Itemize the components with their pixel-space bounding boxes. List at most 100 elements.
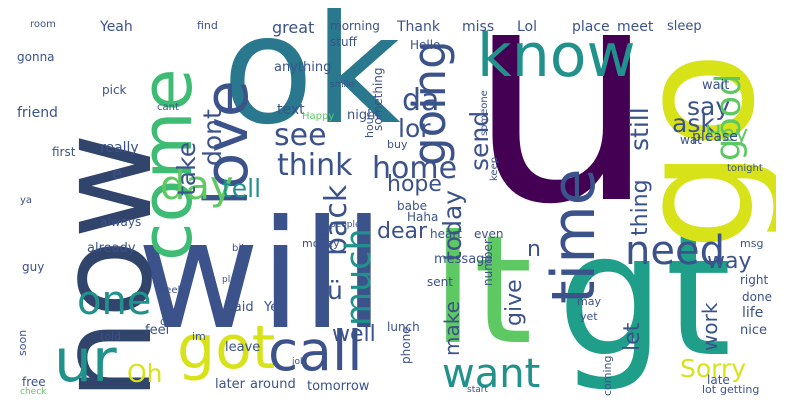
word: stuff bbox=[330, 35, 357, 49]
word: money bbox=[302, 237, 340, 250]
word: miss bbox=[462, 19, 495, 35]
word: bit bbox=[232, 243, 246, 254]
word: start bbox=[467, 385, 488, 395]
word: cant bbox=[157, 102, 179, 113]
word: nice bbox=[740, 323, 767, 338]
word: done bbox=[742, 290, 772, 304]
word: sent bbox=[427, 275, 453, 289]
word: will bbox=[137, 189, 385, 363]
word: lor bbox=[398, 114, 431, 143]
word: already bbox=[87, 241, 136, 256]
word: wat bbox=[680, 133, 702, 147]
word: gt bbox=[557, 197, 732, 395]
word: Hey bbox=[705, 122, 749, 147]
word: leave bbox=[225, 340, 261, 355]
word: ya bbox=[20, 195, 33, 206]
word: message bbox=[434, 252, 493, 267]
word: one bbox=[77, 278, 152, 324]
word-cloud: u ok will now lt gt go come know time lo… bbox=[12, 6, 776, 398]
word: hope bbox=[387, 172, 442, 197]
word: lt bbox=[432, 204, 533, 378]
word: ok bbox=[222, 6, 401, 158]
word: dont bbox=[198, 109, 227, 166]
word: place bbox=[572, 19, 610, 35]
word: Hello bbox=[410, 38, 441, 52]
word: even bbox=[474, 227, 504, 241]
word: think bbox=[277, 148, 353, 183]
word: please bbox=[692, 129, 738, 145]
word: Sorry bbox=[680, 354, 747, 383]
word: text bbox=[277, 102, 305, 118]
word: make bbox=[440, 301, 464, 356]
word: week bbox=[157, 285, 184, 296]
word: much bbox=[339, 228, 379, 326]
word: Yes bbox=[264, 300, 285, 315]
word: yet bbox=[580, 310, 598, 323]
word: meet bbox=[617, 19, 654, 35]
word: always bbox=[100, 215, 142, 229]
word: let bbox=[620, 322, 645, 351]
word: life bbox=[742, 305, 764, 321]
word: ask bbox=[672, 109, 715, 138]
word: tomorrow bbox=[307, 379, 370, 394]
word: babe bbox=[397, 199, 427, 213]
word: pick bbox=[102, 83, 127, 97]
word: Lol bbox=[517, 19, 538, 35]
word: da bbox=[402, 83, 440, 118]
word: see bbox=[274, 118, 327, 153]
word: dear bbox=[377, 219, 428, 244]
word: really bbox=[100, 140, 139, 156]
word: time bbox=[539, 168, 609, 304]
word: coming bbox=[601, 355, 614, 396]
word: lot bbox=[702, 383, 717, 396]
word: n bbox=[527, 237, 541, 262]
word: well bbox=[332, 322, 376, 347]
word: ü bbox=[327, 276, 343, 305]
word: call bbox=[268, 319, 363, 383]
word: tell bbox=[222, 174, 262, 203]
word: room bbox=[30, 19, 56, 30]
word: Thank bbox=[397, 19, 440, 35]
word: morning bbox=[330, 19, 380, 33]
word: Yeah bbox=[100, 19, 133, 35]
word: late bbox=[707, 373, 730, 387]
word: guy bbox=[22, 260, 45, 274]
word: e bbox=[112, 164, 122, 183]
word: wait bbox=[702, 78, 730, 93]
word: right bbox=[740, 273, 769, 287]
word: ur bbox=[54, 326, 117, 396]
word: free bbox=[22, 375, 46, 389]
word: night bbox=[347, 108, 381, 123]
word: got bbox=[177, 313, 276, 383]
word: still bbox=[625, 107, 654, 151]
word: gonna bbox=[17, 50, 55, 64]
word: u bbox=[467, 6, 658, 270]
word: lunch bbox=[387, 320, 420, 334]
word: phone bbox=[399, 326, 413, 364]
word: plan bbox=[222, 275, 242, 285]
word: Oh bbox=[127, 359, 163, 388]
word: great bbox=[272, 18, 315, 37]
word: someone bbox=[479, 90, 490, 136]
word: smile bbox=[330, 80, 354, 90]
word: take bbox=[172, 141, 201, 196]
word: later bbox=[215, 377, 246, 392]
word: buy bbox=[387, 138, 408, 151]
word: give bbox=[502, 279, 527, 326]
word: may bbox=[577, 295, 601, 308]
word: say bbox=[687, 92, 731, 121]
word: feel bbox=[145, 323, 170, 338]
word: said bbox=[227, 300, 254, 315]
word: thing bbox=[628, 179, 653, 236]
word: told bbox=[100, 330, 122, 343]
word: soon bbox=[16, 329, 29, 356]
word: first bbox=[52, 145, 76, 159]
word: heart bbox=[430, 227, 462, 241]
word: know bbox=[477, 21, 636, 91]
word: home bbox=[372, 151, 458, 186]
word: find bbox=[197, 19, 218, 32]
word: Haha bbox=[407, 210, 439, 224]
word: job bbox=[292, 357, 306, 367]
word: day bbox=[160, 163, 234, 209]
word: around bbox=[250, 377, 296, 392]
